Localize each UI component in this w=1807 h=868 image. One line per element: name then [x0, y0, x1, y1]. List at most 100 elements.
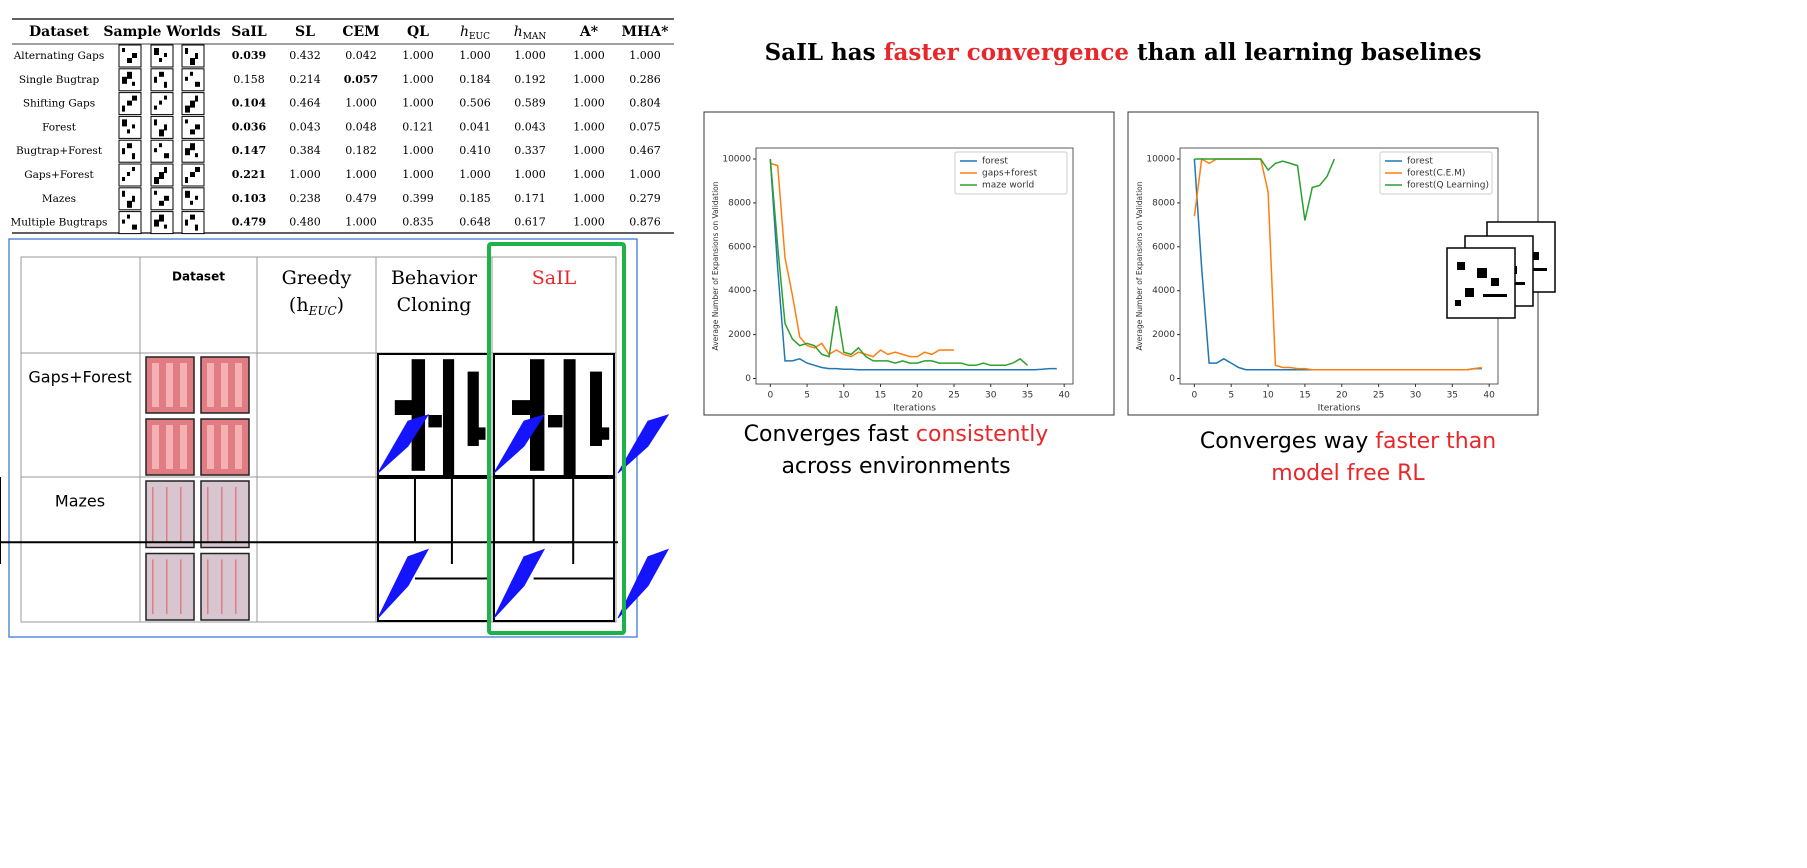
cell-value: 0.171: [514, 192, 546, 205]
column-header: SL: [295, 24, 315, 40]
cell-value: 0.039: [232, 49, 266, 62]
row-label: Forest: [42, 121, 77, 133]
obstacle: [122, 190, 125, 197]
obstacle: [185, 48, 188, 54]
obstacle: [164, 153, 169, 159]
map-feature: [221, 487, 223, 542]
cell-value: 0.041: [459, 120, 491, 133]
cell-value: 1.000: [573, 168, 605, 181]
column-header: Dataset: [172, 270, 225, 284]
obstacle: [563, 359, 576, 477]
text-run: Converges way: [1200, 429, 1375, 454]
obstacle: [442, 359, 455, 477]
column-header: CEM: [342, 24, 379, 40]
cell-value: 0.648: [459, 216, 491, 229]
cell-value: 1.000: [573, 216, 605, 229]
obstacle: [122, 219, 125, 224]
y-tick-label: 4000: [1152, 286, 1175, 296]
cell-value: 0.279: [629, 192, 661, 205]
map-feature: [207, 425, 214, 469]
obstacle: [599, 427, 610, 440]
obstacle: [548, 415, 563, 428]
legend-label: forest: [1407, 157, 1433, 167]
chart-caption: Converges way faster than: [1200, 429, 1496, 454]
obstacle: [132, 95, 137, 101]
dataset-map: [145, 480, 195, 549]
y-tick-label: 10000: [1146, 154, 1175, 164]
obstacle: [195, 53, 198, 59]
obstacle: [1491, 278, 1499, 286]
cell-value: 1.000: [459, 168, 491, 181]
map-feature: [235, 487, 237, 542]
obstacle: [122, 48, 125, 52]
map-feature: [152, 559, 154, 614]
obstacle: [122, 177, 125, 181]
obstacle: [590, 371, 602, 446]
column-header: QL: [407, 24, 429, 40]
text-run: consistently: [916, 422, 1048, 447]
obstacle: [195, 224, 198, 231]
obstacle: [132, 81, 135, 86]
map-feature: [180, 425, 187, 469]
map-feature: [235, 363, 242, 407]
cell-value: 0.238: [289, 192, 321, 205]
obstacle: [159, 172, 164, 179]
text-run: (h: [289, 294, 309, 316]
text-run: h: [514, 24, 523, 40]
cell-value: 0.464: [289, 97, 321, 110]
cell-value: 0.467: [629, 144, 661, 157]
obstacle: [512, 400, 542, 415]
map-feature: [221, 425, 228, 469]
cell-value: 0.042: [345, 49, 377, 62]
sample-world: [150, 68, 174, 92]
cell-value: 0.184: [459, 73, 491, 86]
dataset-map: [200, 552, 250, 621]
map-feature: [152, 363, 159, 407]
obstacle: [159, 58, 162, 62]
row-label: Bugtrap+Forest: [16, 145, 103, 157]
obstacle: [1531, 252, 1539, 260]
cell-value: 1.000: [345, 216, 377, 229]
cell-value: 0.410: [459, 144, 491, 157]
obstacle: [190, 200, 193, 205]
legend-box: [954, 151, 1068, 195]
text-run: ): [337, 294, 344, 316]
x-tick-label: 10: [1262, 391, 1274, 401]
text-run: than all learning baselines: [1129, 39, 1481, 66]
obstacle: [127, 129, 130, 134]
obstacle: [190, 58, 195, 65]
y-tick-label: 4000: [728, 286, 751, 296]
search-path: [493, 548, 546, 619]
map-feature: [166, 487, 168, 542]
obstacle: [164, 95, 167, 100]
obstacle: [190, 71, 193, 76]
sample-world: [181, 139, 205, 163]
obstacle: [159, 100, 162, 105]
chart-caption: Converges fast consistently: [744, 422, 1049, 447]
x-tick-label: 40: [1483, 391, 1495, 401]
legend-label: maze world: [982, 181, 1034, 191]
cell-value: 0.214: [289, 73, 321, 86]
cell-value: 0.057: [344, 73, 378, 86]
map-feature: [180, 363, 187, 407]
cell-value: 1.000: [289, 168, 321, 181]
map-feature: [235, 559, 237, 614]
series-line: [1194, 158, 1336, 221]
x-tick-label: 20: [912, 391, 924, 401]
chart-caption: model free RL: [1271, 461, 1425, 486]
obstacle: [164, 53, 167, 57]
search-path: [377, 414, 430, 474]
x-tick-label: 0: [1192, 391, 1198, 401]
obstacle: [467, 371, 479, 446]
legend-label: forest(C.E.M): [1407, 169, 1465, 179]
obstacle: [185, 219, 188, 226]
cell-value: 0.480: [289, 216, 321, 229]
cell-value: 1.000: [573, 192, 605, 205]
text-run: EUC: [308, 304, 337, 318]
text-run: MAN: [523, 32, 547, 42]
text-run: faster than: [1375, 429, 1496, 454]
obstacle: [195, 81, 200, 87]
obstacle: [127, 58, 132, 63]
sample-world: [181, 211, 205, 235]
